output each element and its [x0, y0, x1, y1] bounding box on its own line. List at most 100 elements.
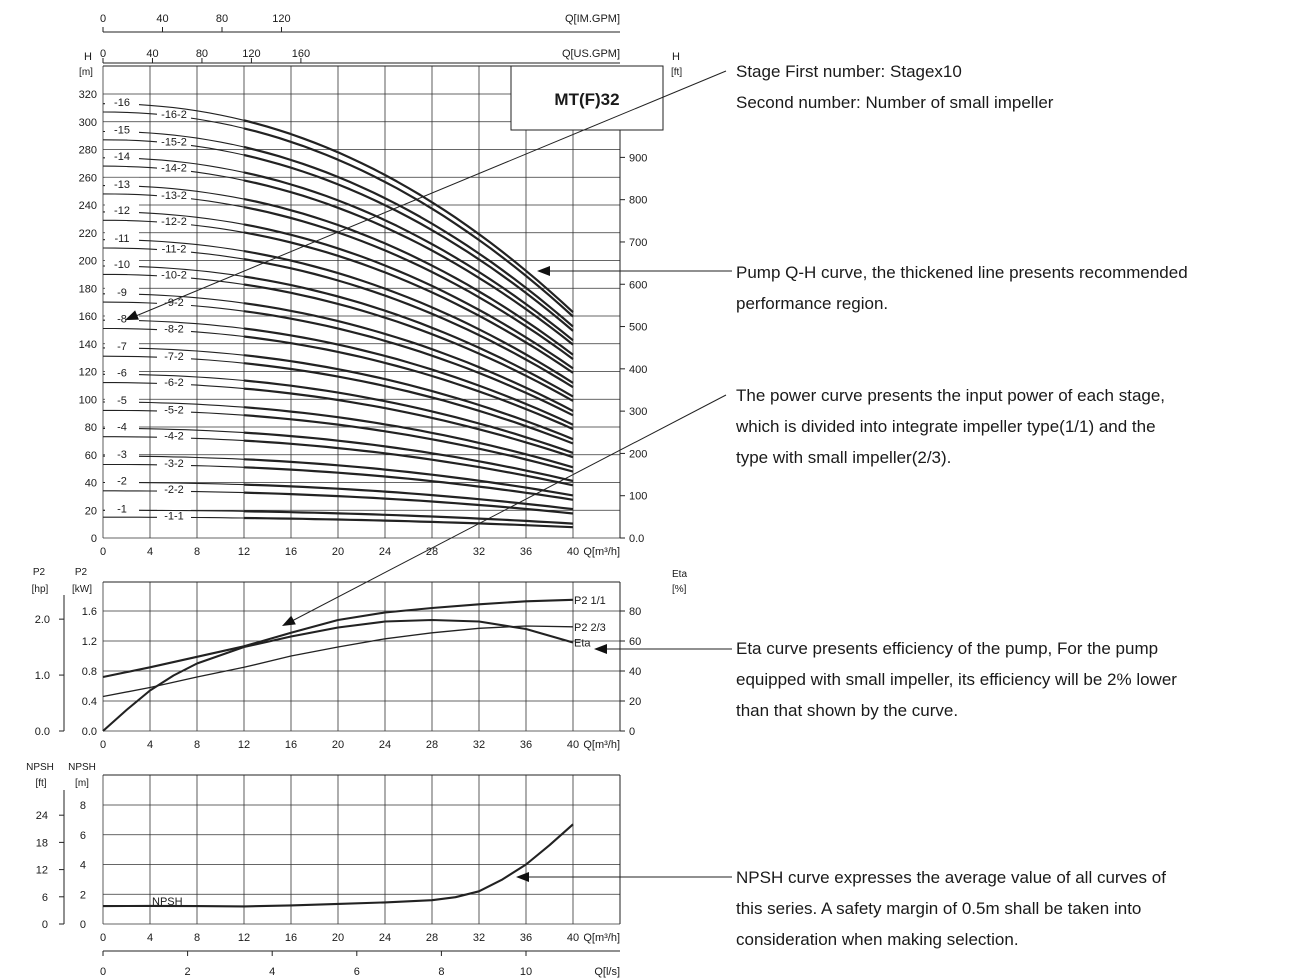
stage-label: -5-2	[164, 404, 184, 416]
note-line: which is divided into integrate impeller…	[736, 417, 1156, 436]
x-axis-tick-label: 36	[520, 932, 532, 944]
stage-label-bg	[105, 502, 139, 514]
x-axis-tick-label: 40	[567, 932, 579, 944]
qh-curve-recommended	[243, 335, 574, 431]
kw-axis-label: P2	[75, 567, 88, 578]
qh-curve-recommended	[243, 223, 574, 370]
stage-label: -14	[114, 151, 130, 163]
left-axis-tick-label: 80	[85, 422, 97, 434]
kw-axis-tick-label: 1.6	[82, 606, 97, 618]
stage-label: -15-2	[161, 136, 187, 148]
stage-label-bg	[157, 403, 191, 415]
eta-axis-unit: [%]	[672, 584, 687, 595]
stage-label: -1-1	[164, 510, 184, 522]
kw-axis-unit: [kW]	[72, 584, 92, 595]
qh-curve-recommended	[243, 414, 574, 473]
stage-label-bg	[105, 340, 139, 352]
qh-curve-recommended	[243, 258, 574, 389]
p2-small-curve	[102, 625, 574, 698]
left-axis-tick-label: 280	[79, 145, 97, 157]
top-axis-unit-label: Q[IM.GPM]	[565, 13, 620, 25]
qh-curve-recommended	[243, 510, 574, 525]
x-axis-tick-label: 24	[379, 739, 391, 751]
hp-axis-tick-label: 0.0	[35, 726, 50, 738]
x-axis-unit-label: Q[m³/h]	[583, 546, 620, 558]
note-line: type with small impeller(2/3).	[736, 448, 952, 467]
qh-curve-recommended	[243, 406, 574, 469]
right-axis-tick-label: 900	[629, 152, 647, 164]
qh-curve-recommended	[243, 516, 574, 529]
left-axis-tick-label: 320	[79, 89, 97, 101]
qh-curve-recommended	[243, 431, 574, 483]
note-npsh-curve: NPSH curve expresses the average value o…	[736, 862, 1276, 955]
x-axis-tick-label: 32	[473, 546, 485, 558]
arrow-head	[537, 266, 550, 276]
npsh-ft-axis-tick-label: 12	[36, 865, 48, 877]
note-line: The power curve presents the input power…	[736, 386, 1166, 405]
x-axis-tick-label: 40	[567, 546, 579, 558]
x-axis-tick-label: 4	[147, 546, 153, 558]
stage-label-bg	[105, 448, 139, 460]
stage-label: -4-2	[164, 431, 184, 443]
stage-label-bg	[105, 95, 139, 107]
kw-axis-tick-label: 0.0	[82, 726, 97, 738]
note-line: than that shown by the curve.	[736, 701, 959, 720]
right-axis-tick-label: 400	[629, 364, 647, 376]
x-axis-tick-label: 16	[285, 739, 297, 751]
stage-label: -11-2	[162, 244, 187, 256]
npsh-ft-axis-tick-label: 6	[42, 892, 48, 904]
x-axis-tick-label: 12	[238, 739, 250, 751]
left-axis-tick-label: 220	[79, 228, 97, 240]
note-line: Stage First number: Stagex10	[736, 62, 962, 81]
qh-curve-recommended	[243, 127, 574, 318]
qh-curve-recommended	[243, 362, 574, 445]
kw-axis-tick-label: 1.2	[82, 636, 97, 648]
left-axis-tick-label: 140	[79, 339, 97, 351]
x-axis-tick-label: 32	[473, 739, 485, 751]
stage-label-bg	[105, 420, 139, 432]
x-axis-tick-label: 28	[426, 739, 438, 751]
x-axis-unit-label: Q[m³/h]	[583, 932, 620, 944]
stage-label-bg	[157, 188, 191, 200]
left-axis-tick-label: 200	[79, 256, 97, 268]
x-axis-tick-label: 20	[332, 739, 344, 751]
hp-axis-tick-label: 1.0	[35, 670, 50, 682]
qh-curve-recommended	[243, 153, 574, 332]
left-axis-label: H	[84, 51, 92, 63]
x-axis-tick-label: 0	[100, 932, 106, 944]
stage-label: -10-2	[161, 270, 187, 282]
eta-axis-tick-label: 40	[629, 666, 641, 678]
stage-label-bg	[105, 204, 139, 216]
stage-label-bg	[105, 123, 139, 135]
stage-label-bg	[157, 161, 191, 173]
stage-label: -7	[117, 341, 127, 353]
x-axis-tick-label: 12	[238, 546, 250, 558]
x-axis-tick-label: 40	[567, 739, 579, 751]
stage-label-bg	[157, 349, 191, 361]
right-axis-tick-label: 300	[629, 406, 647, 418]
model-box	[510, 65, 664, 131]
stage-label: -16	[114, 97, 130, 109]
stage-label-bg	[105, 285, 139, 297]
stage-label: -5	[117, 395, 127, 407]
qh-curve-recommended	[243, 171, 574, 342]
stage-label: -6-2	[164, 377, 184, 389]
arrow-head	[516, 872, 529, 882]
left-axis-tick-label: 40	[85, 478, 97, 490]
stage-label-bg	[157, 457, 191, 469]
arrow-head	[125, 310, 139, 320]
top-axis-tick-label: 80	[196, 48, 208, 60]
eta-axis-tick-label: 0	[629, 726, 635, 738]
stage-label: -3	[117, 449, 127, 461]
stage-label: -12	[114, 205, 130, 217]
x-axis-tick-label: 4	[147, 739, 153, 751]
top-axis-tick-label: 40	[146, 48, 158, 60]
left-axis-tick-label: 20	[85, 505, 97, 517]
left-axis-tick-label: 120	[79, 367, 97, 379]
stage-label-bg	[157, 322, 191, 334]
npsh-m-axis-tick-label: 6	[80, 830, 86, 842]
x-axis-tick-label: 16	[285, 932, 297, 944]
qh-curve-recommended	[243, 206, 574, 360]
stage-label-bg	[105, 366, 139, 378]
